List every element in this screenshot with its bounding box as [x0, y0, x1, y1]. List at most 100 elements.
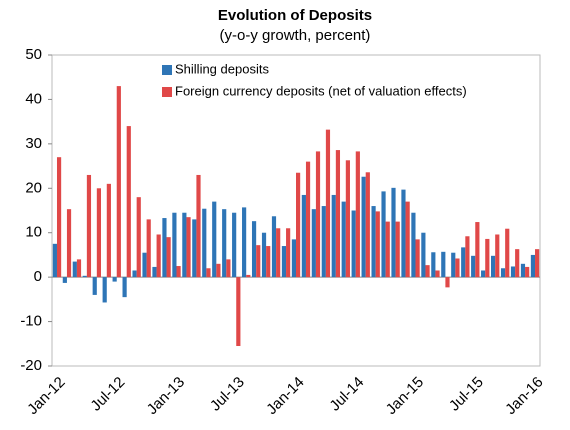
- bar: [395, 221, 400, 278]
- y-tick-label: -10: [20, 313, 42, 330]
- x-tick-label: Jul-12: [87, 374, 128, 415]
- bar: [401, 189, 406, 278]
- bar: [226, 259, 231, 278]
- bar: [222, 209, 227, 278]
- bar: [192, 219, 197, 278]
- bar: [232, 212, 237, 278]
- bar: [425, 265, 430, 278]
- bar: [281, 246, 287, 278]
- bar: [485, 238, 490, 278]
- bar: [441, 251, 446, 278]
- bar: [361, 176, 366, 278]
- bar: [246, 274, 251, 278]
- bar: [345, 160, 350, 278]
- bar: [286, 228, 291, 278]
- bar: [311, 209, 316, 278]
- chart-title: Evolution of Deposits: [218, 7, 372, 24]
- bar: [112, 277, 117, 282]
- bar: [391, 187, 396, 278]
- bar: [146, 219, 151, 278]
- bar: [331, 194, 336, 278]
- bar: [411, 212, 416, 278]
- y-tick-label: 0: [34, 268, 42, 285]
- bar: [520, 263, 526, 278]
- bar: [56, 157, 62, 278]
- bar: [102, 277, 107, 303]
- bar: [535, 249, 540, 278]
- bar: [126, 126, 131, 278]
- bar: [162, 218, 167, 278]
- y-tick-label: 50: [25, 46, 42, 63]
- bar: [206, 268, 211, 278]
- bar: [495, 234, 500, 278]
- bar: [156, 234, 161, 278]
- bar: [276, 228, 281, 278]
- bar: [405, 201, 410, 278]
- bar: [421, 232, 426, 278]
- bar: [335, 150, 341, 278]
- y-tick-label: 20: [25, 179, 42, 196]
- bar: [256, 245, 261, 278]
- legend-label: Shilling deposits: [175, 61, 269, 76]
- bar: [510, 266, 516, 278]
- bar: [431, 252, 436, 278]
- bar: [315, 151, 321, 278]
- bar: [72, 261, 77, 278]
- bar: [196, 174, 201, 278]
- bar: [76, 259, 82, 278]
- bar: [116, 86, 121, 278]
- bar: [491, 255, 496, 278]
- bar: [132, 270, 137, 278]
- bar: [455, 258, 460, 278]
- chart-subtitle: (y-o-y growth, percent): [220, 27, 371, 44]
- bar: [321, 206, 326, 278]
- bar: [266, 246, 271, 278]
- bar: [505, 228, 510, 278]
- x-tick-label: Jan-14: [263, 374, 307, 418]
- bar: [341, 201, 346, 278]
- bar: [86, 174, 92, 278]
- bar: [415, 239, 420, 278]
- y-tick-label: 10: [25, 224, 42, 241]
- bar: [515, 249, 520, 278]
- legend-label: Foreign currency deposits (net of valuat…: [175, 83, 467, 98]
- bar: [465, 236, 470, 278]
- bar: [461, 247, 466, 278]
- bar: [500, 268, 506, 278]
- bar: [301, 194, 306, 278]
- bar: [142, 252, 147, 278]
- bar: [202, 208, 207, 278]
- bar: [82, 275, 87, 278]
- bar: [385, 221, 390, 278]
- bar: [296, 172, 301, 278]
- x-tick-label: Jan-13: [144, 374, 188, 418]
- bar: [325, 129, 331, 278]
- x-tick-label: Jan-12: [24, 374, 68, 418]
- bar: [481, 270, 486, 278]
- bar: [172, 212, 177, 278]
- bar: [92, 277, 97, 295]
- x-tick-label: Jul-13: [207, 374, 248, 415]
- bar: [365, 172, 370, 278]
- bar: [351, 210, 356, 278]
- bar: [291, 239, 296, 278]
- bar: [62, 277, 67, 283]
- bar: [435, 270, 440, 278]
- bar: [271, 216, 277, 278]
- bar: [186, 217, 191, 278]
- plot-frame: [51, 54, 541, 367]
- y-tick-label: -20: [20, 357, 42, 374]
- bar: [152, 266, 157, 278]
- legend-swatch: [162, 87, 172, 97]
- x-tick-label: Jul-14: [326, 374, 367, 415]
- bar: [530, 254, 536, 278]
- bar: [381, 191, 386, 278]
- x-tick-label: Jan-15: [383, 374, 427, 418]
- bar: [261, 232, 267, 278]
- bar: [371, 206, 376, 278]
- bar: [212, 201, 217, 278]
- bar: [451, 252, 456, 278]
- bar: [355, 151, 360, 278]
- bar: [525, 266, 530, 278]
